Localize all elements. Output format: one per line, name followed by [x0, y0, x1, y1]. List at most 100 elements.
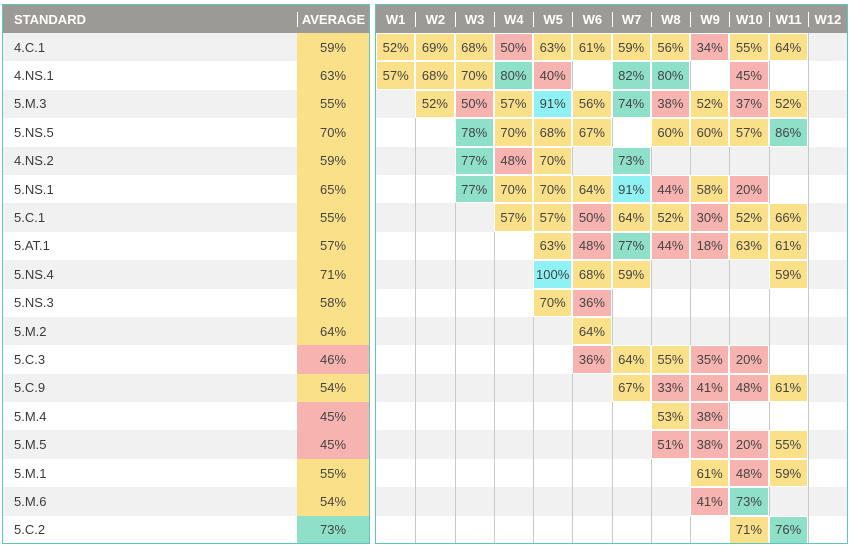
week-header-w2[interactable]: W2 — [415, 11, 454, 27]
score-cell: 61% — [690, 458, 730, 488]
empty-cell — [729, 146, 768, 175]
score-cell: 60% — [650, 118, 690, 147]
empty-cell — [807, 89, 847, 119]
average-cell: 54% — [297, 487, 369, 516]
standard-label[interactable]: 5.NS.4 — [14, 266, 54, 282]
score-cell: 70% — [454, 61, 494, 90]
score-cell: 68% — [572, 260, 612, 289]
score-cell: 61% — [768, 231, 808, 261]
empty-cell — [807, 203, 847, 232]
score-cell: 63% — [729, 231, 769, 261]
standard-label[interactable]: 5.NS.3 — [14, 295, 54, 311]
standard-label[interactable]: 4.C.1 — [14, 39, 46, 55]
empty-cell — [454, 515, 494, 543]
empty-cell — [493, 487, 533, 516]
score-cell: 70% — [533, 288, 573, 317]
week-header-w10[interactable]: W10 — [729, 11, 768, 27]
week-header-w7[interactable]: W7 — [611, 11, 651, 27]
empty-cell — [376, 203, 415, 231]
weekly-row: 71% 76% — [376, 515, 847, 543]
empty-cell — [807, 118, 847, 147]
empty-cell — [376, 345, 415, 373]
score-cell: 64% — [572, 174, 612, 204]
score-cell: 68% — [454, 33, 494, 62]
empty-cell — [493, 345, 533, 374]
empty-cell — [650, 458, 690, 488]
empty-cell — [768, 402, 808, 431]
standard-label[interactable]: 5.C.2 — [14, 522, 46, 538]
standard-label[interactable]: 5.M.2 — [14, 323, 47, 339]
average-cell: 45% — [297, 402, 369, 431]
score-cell: 74% — [611, 89, 651, 119]
average-column-header[interactable]: AVERAGE — [297, 11, 369, 27]
weekly-scores-grid: 52% 69% 68% 50% 63% 61% 59% 56% 34% 55% 64% 57% 68% 7… — [376, 33, 847, 543]
empty-cell — [454, 260, 494, 289]
standard-label[interactable]: 5.C.1 — [14, 210, 46, 226]
score-cell: 57% — [376, 61, 416, 90]
score-cell: 41% — [690, 487, 730, 516]
empty-cell — [415, 203, 454, 232]
score-cell: 64% — [611, 203, 651, 232]
empty-cell — [729, 288, 768, 317]
empty-cell — [611, 288, 651, 317]
standard-label[interactable]: 5.NS.5 — [14, 124, 54, 140]
week-header-w12[interactable]: W12 — [807, 11, 847, 27]
weekly-row: 77% 48% 70% 73% — [376, 146, 847, 175]
empty-cell — [729, 316, 768, 346]
empty-cell — [493, 458, 533, 488]
week-header-w8[interactable]: W8 — [650, 11, 690, 27]
score-cell: 69% — [415, 33, 455, 62]
week-header-w11[interactable]: W11 — [768, 11, 808, 27]
score-cell: 34% — [690, 33, 730, 62]
standard-label[interactable]: 5.M.5 — [14, 437, 47, 453]
empty-cell — [376, 374, 415, 402]
empty-cell — [533, 316, 572, 346]
empty-cell — [729, 402, 768, 431]
score-cell: 77% — [454, 174, 494, 204]
empty-cell — [415, 345, 454, 374]
week-header-w5[interactable]: W5 — [533, 11, 572, 27]
standard-row: 4.NS.2 59% — [3, 146, 369, 175]
score-cell: 48% — [493, 146, 533, 175]
empty-cell — [807, 402, 847, 431]
standard-label[interactable]: 5.C.9 — [14, 380, 46, 396]
standard-label[interactable]: 4.NS.1 — [14, 68, 54, 84]
standard-row: 5.NS.5 70% — [3, 118, 369, 147]
standard-label[interactable]: 5.AT.1 — [14, 238, 50, 254]
week-header-w6[interactable]: W6 — [572, 11, 611, 27]
week-header-row: W1 W2 W3 W4 W5 W6 W7 W8 W9 W10 W11 W12 — [376, 5, 847, 33]
standard-label[interactable]: 5.M.1 — [14, 465, 47, 481]
average-cell: 59% — [297, 146, 369, 175]
score-cell: 20% — [729, 345, 769, 374]
score-cell: 70% — [533, 146, 573, 175]
score-cell: 60% — [690, 118, 730, 147]
empty-cell — [650, 316, 690, 346]
score-cell: 48% — [729, 373, 769, 403]
empty-cell — [807, 458, 847, 488]
weekly-row: 70% 36% — [376, 288, 847, 317]
standard-label[interactable]: 5.NS.1 — [14, 181, 54, 197]
standard-label[interactable]: 5.M.3 — [14, 96, 47, 112]
standard-column-header[interactable]: STANDARD — [14, 11, 86, 27]
standard-row: 5.NS.1 65% — [3, 174, 369, 204]
average-cell: 65% — [297, 174, 369, 204]
weekly-row: 57% 68% 70% 80% 40% 82% 80% 45% — [376, 61, 847, 90]
empty-cell — [533, 458, 572, 488]
week-header-w3[interactable]: W3 — [454, 11, 494, 27]
standard-label[interactable]: 4.NS.2 — [14, 153, 54, 169]
empty-cell — [376, 430, 415, 458]
average-cell: 54% — [297, 373, 369, 403]
empty-cell — [768, 487, 808, 516]
week-header-w4[interactable]: W4 — [493, 11, 533, 27]
empty-cell — [768, 345, 808, 374]
standard-label[interactable]: 5.M.6 — [14, 493, 47, 509]
average-cell: 73% — [297, 515, 369, 543]
weekly-row: 67% 33% 41% 48% 61% — [376, 373, 847, 403]
standard-label[interactable]: 5.M.4 — [14, 408, 47, 424]
week-header-w1[interactable]: W1 — [385, 11, 406, 27]
empty-cell — [493, 260, 533, 289]
week-header-w9[interactable]: W9 — [690, 11, 729, 27]
empty-cell — [807, 231, 847, 261]
standard-label[interactable]: 5.C.3 — [14, 351, 46, 367]
empty-cell — [415, 515, 454, 543]
